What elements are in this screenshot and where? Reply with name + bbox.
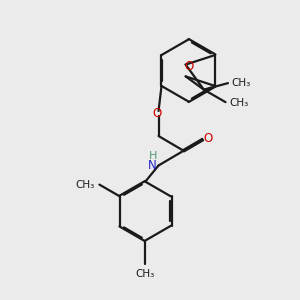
Text: O: O (152, 107, 162, 120)
Text: O: O (184, 60, 194, 73)
Text: H: H (148, 151, 157, 161)
Text: CH₃: CH₃ (76, 180, 95, 190)
Text: CH₃: CH₃ (136, 268, 155, 278)
Text: O: O (203, 132, 213, 145)
Text: N: N (148, 159, 157, 172)
Text: CH₃: CH₃ (232, 77, 251, 88)
Text: CH₃: CH₃ (229, 98, 248, 108)
